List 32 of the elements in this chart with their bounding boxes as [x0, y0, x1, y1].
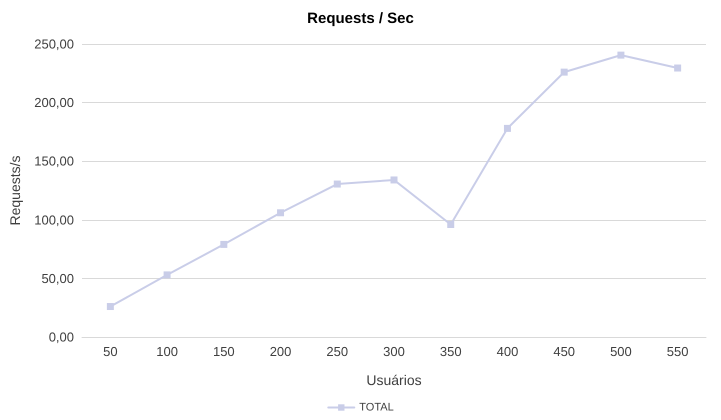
point	[334, 180, 341, 188]
point	[390, 176, 398, 184]
legend-label: TOTAL	[359, 402, 394, 414]
x-axis-title: Usuários	[366, 372, 422, 388]
point	[277, 209, 284, 216]
y-tick-label: 250,00	[34, 36, 74, 52]
point	[504, 124, 511, 132]
x-tick-label: 100	[156, 344, 178, 359]
chart-title: Requests / Sec	[307, 10, 414, 27]
point	[447, 220, 454, 228]
point	[220, 240, 228, 248]
x-tick-label: 250	[326, 344, 348, 359]
point	[106, 303, 114, 310]
point	[674, 64, 682, 72]
y-tick-label: 0,00	[48, 330, 74, 344]
x-tick-label: 150	[212, 344, 235, 359]
x-tick-label: 50	[103, 344, 118, 359]
y-axis-title: Requests/s	[7, 155, 23, 226]
y-tick-label: 50,00	[41, 270, 74, 286]
point	[560, 68, 568, 76]
y-tick-label: 100,00	[34, 212, 74, 228]
x-tick-label: 500	[610, 344, 632, 359]
x-tick-label: 200	[270, 344, 292, 359]
y-tick-label: 150,00	[34, 154, 74, 169]
x-tick-label: 450	[553, 344, 576, 359]
point	[617, 52, 624, 59]
x-tick-label: 550	[666, 344, 688, 359]
x-tick-label: 400	[496, 344, 518, 359]
x-tick-label: 300	[383, 344, 405, 359]
x-tick-label: 350	[440, 344, 462, 359]
point	[164, 271, 171, 278]
y-tick-label: 200,00	[34, 95, 74, 110]
